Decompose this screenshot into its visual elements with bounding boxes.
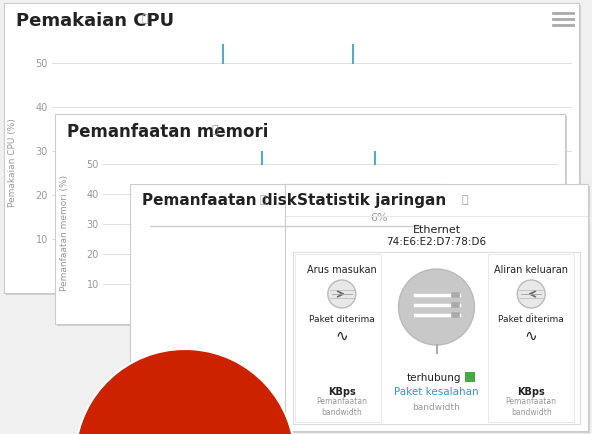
Text: 10: 10 <box>36 234 48 244</box>
Text: ∿: ∿ <box>336 328 348 343</box>
Circle shape <box>328 280 356 308</box>
Text: Pemanfaatan
bandwidth: Pemanfaatan bandwidth <box>506 396 556 416</box>
Text: 50: 50 <box>86 160 99 170</box>
FancyBboxPatch shape <box>295 254 381 422</box>
Text: ⧉: ⧉ <box>212 125 218 135</box>
Text: Pemanfaatan
bandwidth: Pemanfaatan bandwidth <box>316 396 367 416</box>
Text: ∿: ∿ <box>525 328 538 343</box>
Text: 40: 40 <box>87 190 99 200</box>
FancyBboxPatch shape <box>488 254 574 422</box>
Text: terhubung: terhubung <box>407 372 461 382</box>
Text: 74:E6:E2:D7:78:D6: 74:E6:E2:D7:78:D6 <box>387 237 487 247</box>
Text: 20: 20 <box>86 250 99 260</box>
FancyBboxPatch shape <box>57 117 567 326</box>
Circle shape <box>398 270 475 345</box>
Text: 30: 30 <box>36 147 48 157</box>
Text: KBps: KBps <box>328 386 356 396</box>
FancyBboxPatch shape <box>130 184 440 429</box>
FancyBboxPatch shape <box>293 253 580 424</box>
FancyBboxPatch shape <box>6 6 581 295</box>
FancyBboxPatch shape <box>465 372 475 382</box>
Text: Pemakaian CPU: Pemakaian CPU <box>16 12 174 30</box>
Text: Pemakaian CPU (%): Pemakaian CPU (%) <box>8 118 18 207</box>
Text: Paket diterima: Paket diterima <box>498 314 564 323</box>
Text: bandwidth: bandwidth <box>413 402 461 411</box>
Text: Statistik jaringan: Statistik jaringan <box>297 193 446 207</box>
Text: Arus masukan: Arus masukan <box>307 264 377 274</box>
FancyBboxPatch shape <box>55 115 565 324</box>
FancyBboxPatch shape <box>132 187 442 431</box>
FancyBboxPatch shape <box>287 187 590 433</box>
Text: KBps: KBps <box>517 386 545 396</box>
Text: Pemanfaatan memori: Pemanfaatan memori <box>67 123 268 141</box>
Text: ⧉: ⧉ <box>260 194 266 204</box>
Text: ⧉: ⧉ <box>141 14 147 24</box>
Text: -: - <box>529 307 533 317</box>
Text: Pemanfaatan disk: Pemanfaatan disk <box>142 193 297 207</box>
Circle shape <box>517 280 545 308</box>
Text: 10: 10 <box>87 279 99 289</box>
Wedge shape <box>77 349 295 434</box>
Text: 30: 30 <box>87 220 99 230</box>
Text: 50: 50 <box>36 59 48 69</box>
Text: 20: 20 <box>36 191 48 201</box>
Text: Paket diterima: Paket diterima <box>309 314 375 323</box>
Text: 40: 40 <box>36 103 48 113</box>
Text: Paket kesalahan: Paket kesalahan <box>394 386 479 396</box>
Text: Pemanfaatan memori (%): Pemanfaatan memori (%) <box>60 174 69 290</box>
Text: Ethernet: Ethernet <box>413 224 461 234</box>
Text: 6%: 6% <box>371 213 388 223</box>
Text: Aliran keluaran: Aliran keluaran <box>494 264 568 274</box>
Text: ⧉: ⧉ <box>461 194 468 204</box>
FancyBboxPatch shape <box>285 184 588 431</box>
FancyBboxPatch shape <box>4 4 579 293</box>
